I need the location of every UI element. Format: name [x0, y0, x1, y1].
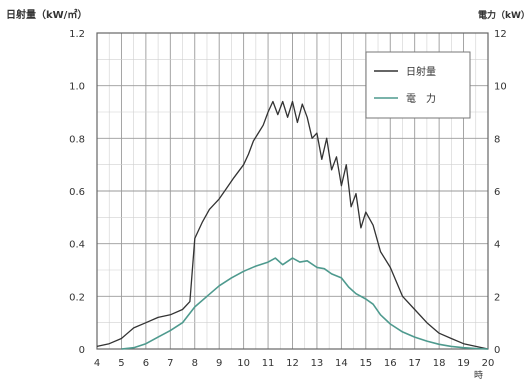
x-tick-label: 8 — [192, 358, 198, 369]
right-axis-label: 電力（kW） — [478, 9, 530, 21]
left-tick-label: 0 — [79, 345, 85, 356]
x-tick-label: 16 — [384, 358, 397, 369]
legend-box — [365, 51, 471, 119]
left-axis-label: 日射量（kW/㎡） — [6, 8, 87, 21]
right-tick-label: 4 — [494, 240, 500, 251]
series-line-power — [121, 257, 489, 350]
x-tick-label: 9 — [216, 358, 222, 369]
x-unit-label: 時 — [474, 370, 483, 381]
x-tick-label: 7 — [167, 358, 173, 369]
right-tick-label: 12 — [494, 29, 507, 40]
left-tick-label: 1.0 — [69, 82, 85, 93]
right-tick-labels: 0 2 4 6 8 10 12 — [494, 29, 507, 356]
left-tick-label: 0.2 — [69, 292, 85, 303]
right-tick-label: 8 — [494, 134, 500, 145]
x-tick-label: 4 — [94, 358, 100, 369]
left-tick-labels: 0 0.2 0.4 0.6 0.8 1.0 1.2 — [69, 29, 85, 356]
right-tick-label: 6 — [494, 187, 500, 198]
x-tick-label: 20 — [482, 358, 495, 369]
x-tick-label: 18 — [433, 358, 446, 369]
left-tick-label: 0.8 — [69, 134, 85, 145]
x-tick-label: 14 — [335, 358, 348, 369]
x-tick-label: 13 — [311, 358, 324, 369]
x-tick-label: 12 — [286, 358, 299, 369]
x-tick-label: 10 — [237, 358, 250, 369]
left-tick-label: 0.6 — [69, 187, 85, 198]
x-tick-label: 6 — [143, 358, 149, 369]
x-tick-label: 15 — [359, 358, 372, 369]
series-line-irradiance — [96, 100, 489, 350]
plot-frame — [96, 32, 489, 350]
right-tick-label: 10 — [494, 82, 507, 93]
right-tick-label: 2 — [494, 292, 500, 303]
x-tick-label: 11 — [262, 358, 275, 369]
x-tick-labels: 4 5 6 7 8 9 10 11 12 13 14 15 16 17 18 19 20 — [94, 358, 495, 369]
x-tick-label: 19 — [457, 358, 470, 369]
legend-label-irradiance: 日射量 — [406, 66, 436, 78]
legend-label-power: 電 力 — [406, 92, 436, 105]
series-lines — [96, 100, 489, 350]
x-tick-label: 17 — [408, 358, 421, 369]
legend: 日射量 電 力 — [365, 51, 471, 119]
x-tick-label: 5 — [118, 358, 124, 369]
right-tick-label: 0 — [494, 345, 500, 356]
left-tick-label: 1.2 — [69, 29, 85, 40]
left-tick-label: 0.4 — [69, 240, 85, 251]
